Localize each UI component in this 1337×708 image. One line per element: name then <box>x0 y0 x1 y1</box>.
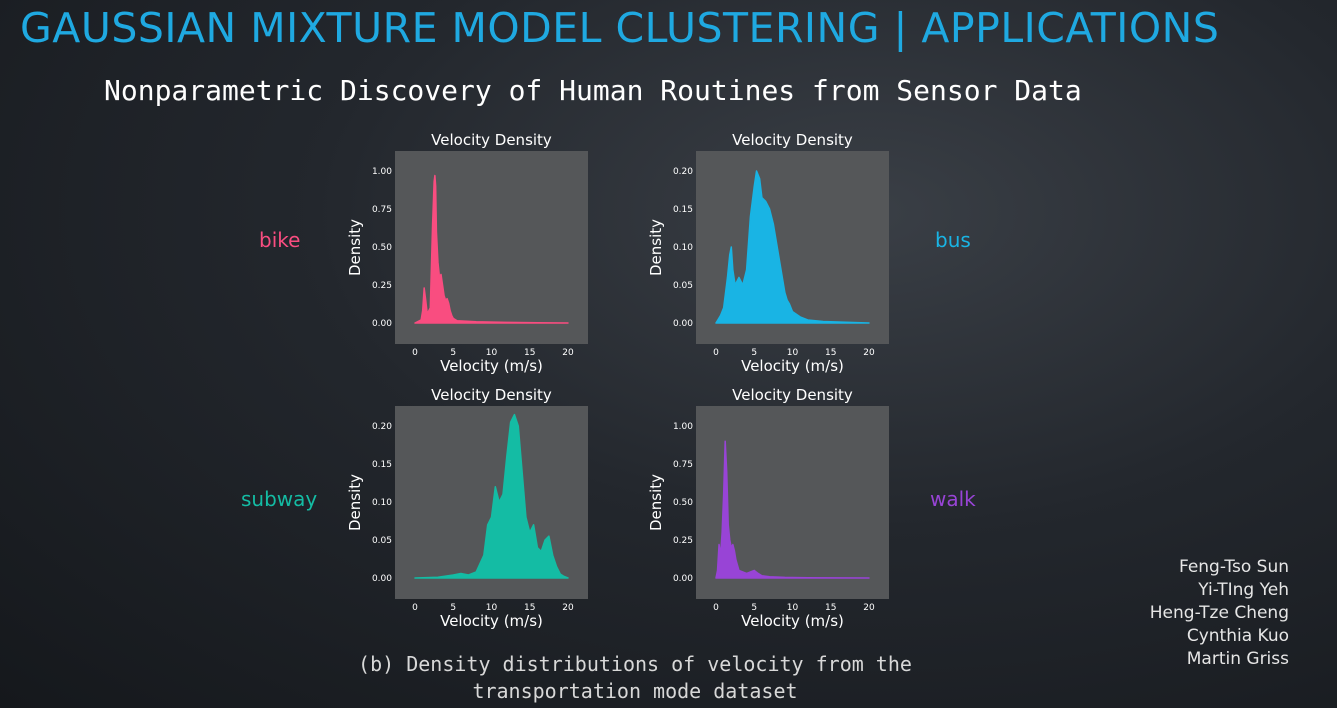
x-tick-label: 20 <box>863 348 875 358</box>
chart-bus: Velocity Density 0.00 0.05 0.10 0.15 0.20 0 5 10… <box>647 131 971 375</box>
x-tick-label: 10 <box>787 603 799 613</box>
author-list: Feng-Tso Sun Yi-TIng Yeh Heng-Tze Cheng … <box>1150 556 1289 671</box>
author-name: Heng-Tze Cheng <box>1149 603 1289 623</box>
y-tick-label: 0.15 <box>372 460 392 470</box>
y-tick-label: 0.00 <box>673 319 693 329</box>
y-tick-label: 0.05 <box>673 281 693 291</box>
y-tick-label: 0.10 <box>372 498 392 508</box>
y-axis-label: Density <box>346 474 364 531</box>
y-axis-label: Density <box>647 474 665 531</box>
mode-label-walk: walk <box>930 487 976 511</box>
x-tick-label: 15 <box>524 348 535 358</box>
x-tick-label: 15 <box>825 348 836 358</box>
x-tick-label: 5 <box>751 603 757 613</box>
chart-title: Velocity Density <box>732 131 853 149</box>
y-tick-label: 0.25 <box>372 281 392 291</box>
density-area <box>414 174 569 324</box>
x-tick-label: 20 <box>863 603 875 613</box>
density-area <box>715 170 870 324</box>
y-tick-label: 1.00 <box>372 167 392 177</box>
x-axis-label: Velocity (m/s) <box>741 612 844 630</box>
y-tick-label: 0.50 <box>673 498 693 508</box>
y-axis-label: Density <box>647 219 665 276</box>
chart-title: Velocity Density <box>431 386 552 404</box>
chart-subway: Velocity Density 0.00 0.05 0.10 0.15 0.20 0 5 10… <box>241 386 588 630</box>
y-tick-label: 0.00 <box>372 574 392 584</box>
slide-title: GAUSSIAN MIXTURE MODEL CLUSTERING | APPL… <box>20 4 1220 52</box>
density-area <box>414 413 569 579</box>
caption-line-1: (b) Density distributions of velocity fr… <box>358 652 912 676</box>
y-tick-label: 0.50 <box>372 243 392 253</box>
x-tick-label: 0 <box>412 348 418 358</box>
x-tick-label: 0 <box>713 348 719 358</box>
x-axis-label: Velocity (m/s) <box>440 357 543 375</box>
y-tick-label: 0.25 <box>673 536 693 546</box>
mode-label-subway: subway <box>241 487 317 511</box>
mode-label-bus: bus <box>935 228 971 252</box>
figure-caption: (b) Density distributions of velocity fr… <box>270 651 1000 705</box>
density-area <box>715 440 870 579</box>
y-tick-label: 1.00 <box>673 422 693 432</box>
y-tick-label: 0.00 <box>673 574 693 584</box>
author-name: Yi-TIng Yeh <box>1198 580 1289 600</box>
y-tick-label: 0.20 <box>673 167 693 177</box>
author-name: Feng-Tso Sun <box>1178 557 1289 577</box>
y-tick-label: 0.15 <box>673 205 693 215</box>
x-tick-label: 10 <box>787 348 799 358</box>
x-tick-label: 15 <box>524 603 535 613</box>
x-tick-label: 20 <box>562 603 574 613</box>
chart-bike: Velocity Density 0.00 0.25 0.50 0.75 1.00 0 5 10… <box>259 131 588 375</box>
mode-label-bike: bike <box>259 228 300 252</box>
paper-title: Nonparametric Discovery of Human Routine… <box>104 74 1082 107</box>
chart-title: Velocity Density <box>431 131 552 149</box>
chart-walk: Velocity Density 0.00 0.25 0.50 0.75 1.00 0 5 10… <box>647 386 976 630</box>
x-tick-label: 0 <box>713 603 719 613</box>
y-tick-label: 0.05 <box>372 536 392 546</box>
y-tick-label: 0.00 <box>372 319 392 329</box>
x-tick-label: 20 <box>562 348 574 358</box>
y-tick-label: 0.10 <box>673 243 693 253</box>
y-tick-label: 0.75 <box>673 460 693 470</box>
chart-title: Velocity Density <box>732 386 853 404</box>
author-name: Cynthia Kuo <box>1186 626 1289 646</box>
x-tick-label: 5 <box>450 348 456 358</box>
x-axis-label: Velocity (m/s) <box>440 612 543 630</box>
x-tick-label: 10 <box>486 348 498 358</box>
x-tick-label: 5 <box>450 603 456 613</box>
x-tick-label: 15 <box>825 603 836 613</box>
author-name: Martin Griss <box>1186 649 1289 669</box>
y-axis-label: Density <box>346 219 364 276</box>
x-tick-label: 5 <box>751 348 757 358</box>
x-axis-label: Velocity (m/s) <box>741 357 844 375</box>
caption-line-2: transportation mode dataset <box>472 679 798 703</box>
y-tick-label: 0.75 <box>372 205 392 215</box>
x-tick-label: 10 <box>486 603 498 613</box>
y-tick-label: 0.20 <box>372 422 392 432</box>
x-tick-label: 0 <box>412 603 418 613</box>
